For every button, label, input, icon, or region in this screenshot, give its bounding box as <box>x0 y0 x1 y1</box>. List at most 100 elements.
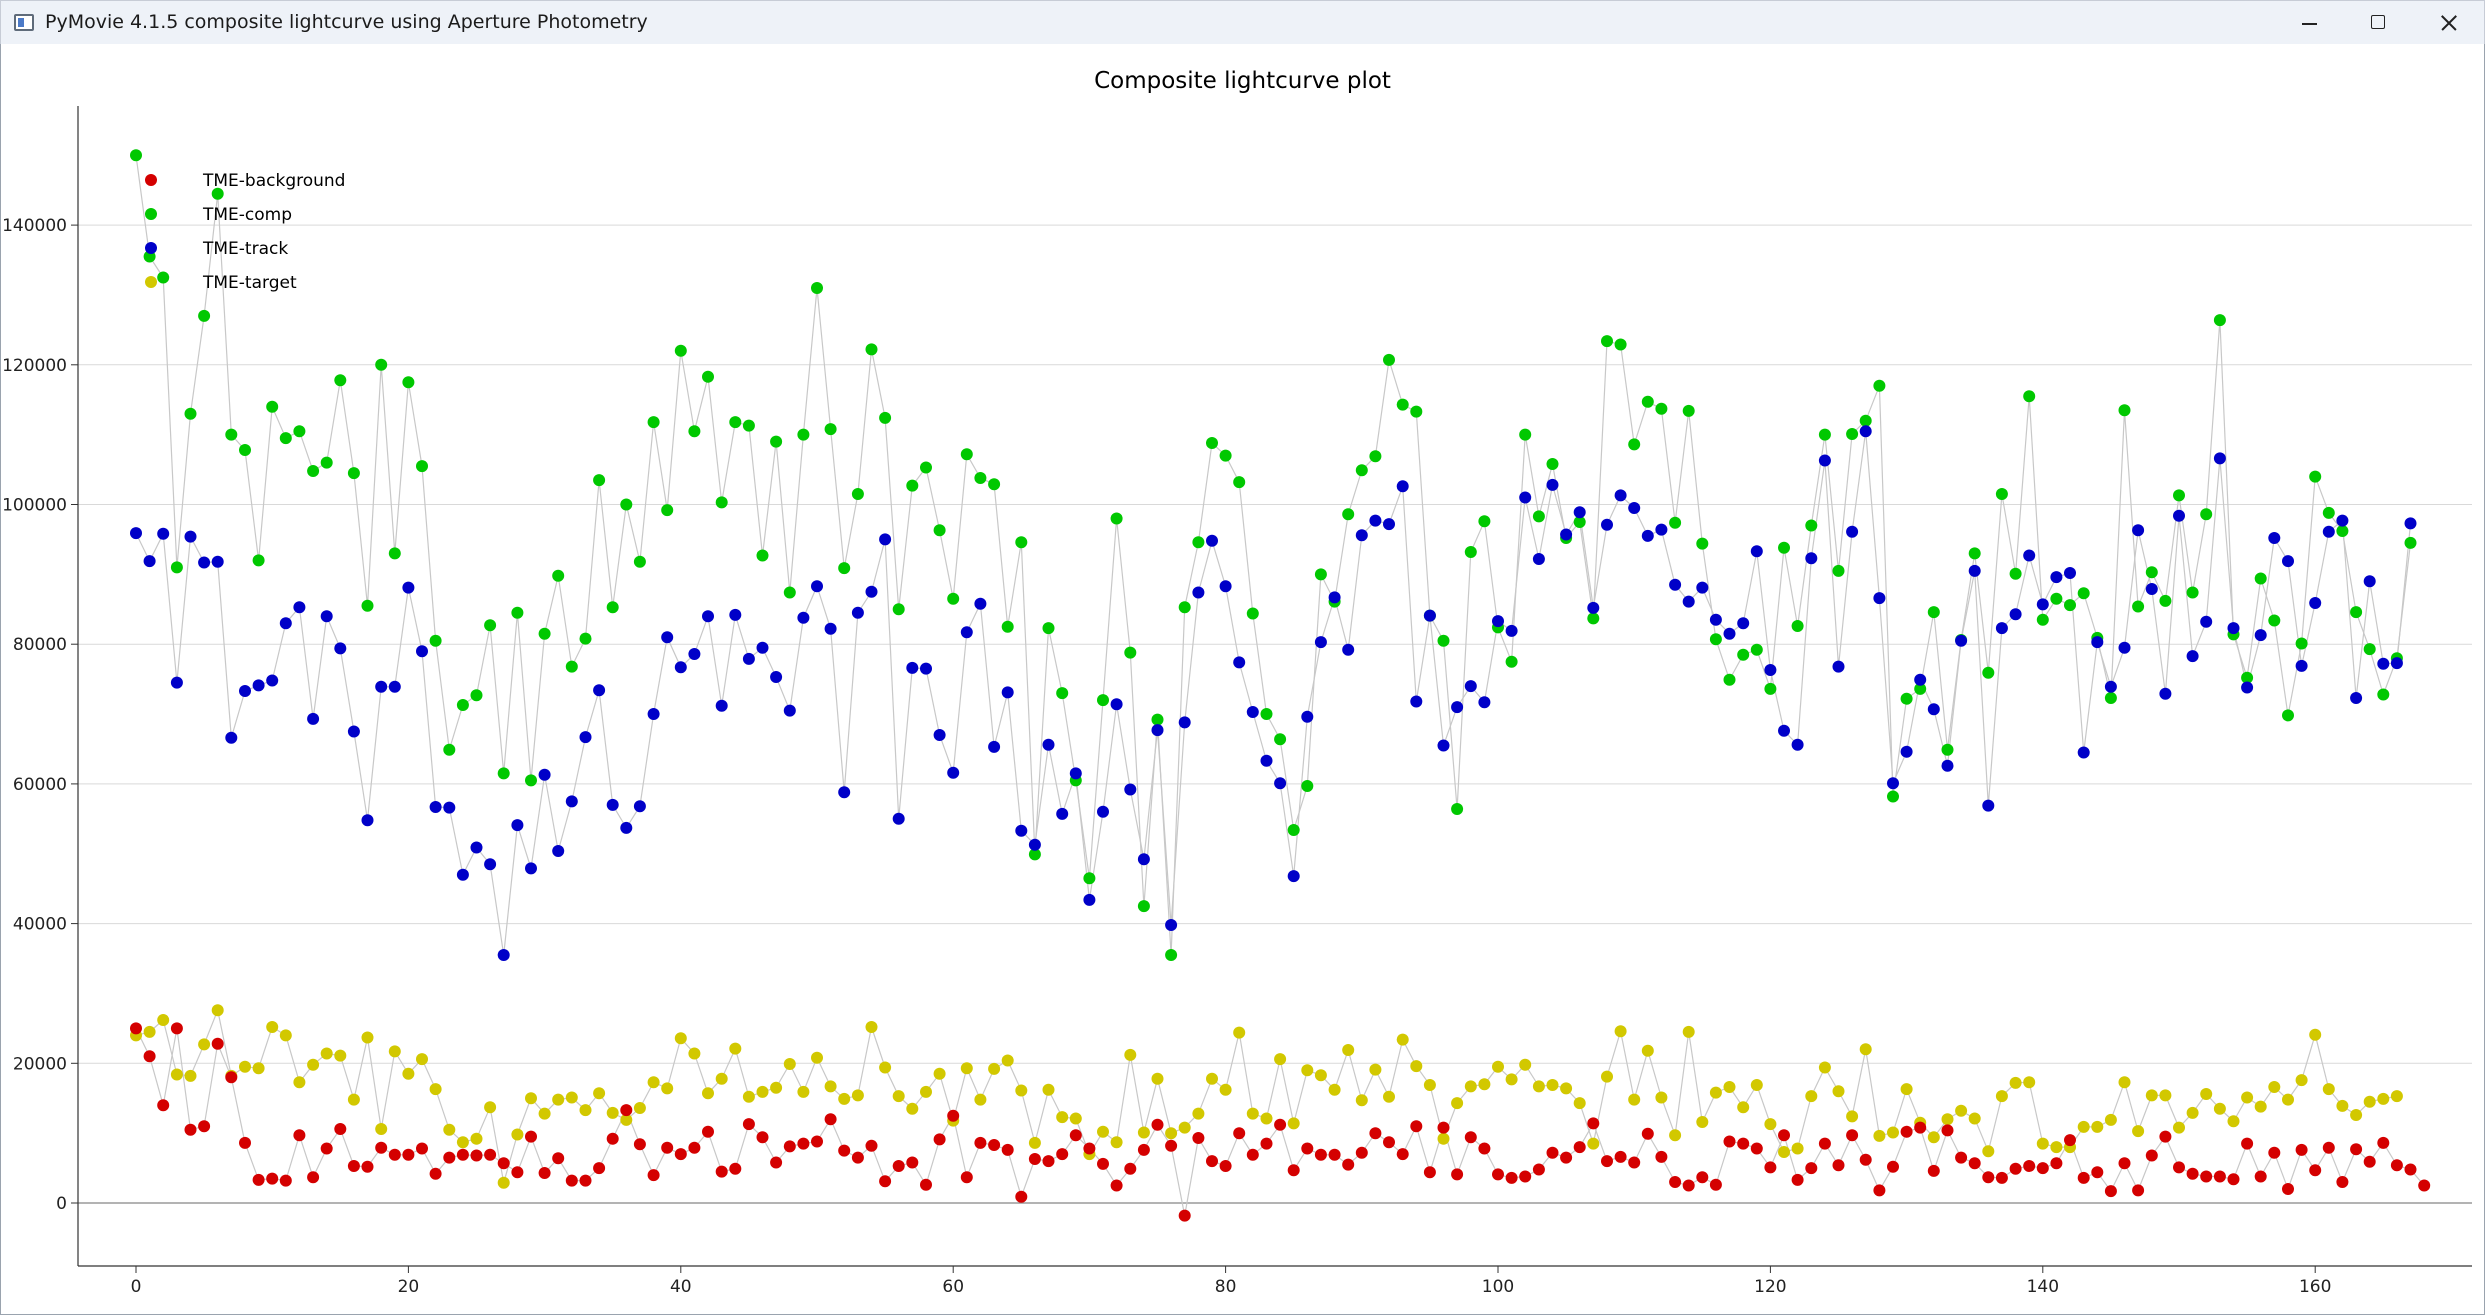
data-point-TME-background <box>279 1174 292 1187</box>
data-point-TME-comp <box>1097 694 1109 707</box>
data-point-TME-comp <box>674 344 687 357</box>
data-point-TME-track <box>783 704 796 717</box>
data-point-TME-background <box>320 1142 333 1155</box>
app-window-icon <box>14 14 34 31</box>
data-point-TME-track <box>824 622 837 635</box>
data-point-TME-background <box>2295 1143 2308 1156</box>
data-point-TME-track <box>1546 478 1559 491</box>
data-point-TME-target <box>593 1087 606 1100</box>
x-tick-label: 0 <box>131 1277 142 1297</box>
data-point-TME-comp <box>320 456 333 469</box>
data-point-TME-background <box>756 1131 769 1144</box>
data-point-TME-track <box>402 581 415 594</box>
data-point-TME-target <box>334 1049 347 1062</box>
data-point-TME-target <box>2322 1083 2335 1096</box>
data-point-TME-comp <box>1982 666 1995 679</box>
data-point-TME-background <box>1219 1160 1232 1172</box>
data-point-TME-target <box>2350 1109 2363 1121</box>
data-point-TME-comp <box>252 554 265 567</box>
data-point-TME-comp <box>1369 450 1382 463</box>
data-point-TME-comp <box>2322 506 2335 519</box>
data-point-TME-background <box>2091 1166 2104 1179</box>
data-point-TME-comp <box>170 561 183 574</box>
y-tick-label: 20000 <box>13 1054 67 1074</box>
data-point-TME-background <box>1573 1141 1586 1154</box>
data-point-TME-comp <box>1995 488 2008 500</box>
data-point-TME-target <box>1097 1125 1109 1138</box>
data-point-TME-background <box>2009 1162 2022 1175</box>
data-point-TME-target <box>1941 1113 1954 1126</box>
data-point-TME-background <box>1137 1143 1150 1156</box>
data-point-TME-target <box>2282 1093 2294 1106</box>
data-point-TME-track <box>1342 643 1355 656</box>
data-point-TME-track <box>647 708 660 720</box>
data-point-TME-track <box>1859 425 1872 438</box>
data-point-TME-background <box>1083 1142 1096 1155</box>
data-point-TME-comp <box>579 632 592 645</box>
data-point-TME-comp <box>1260 708 1273 720</box>
data-point-TME-background <box>1560 1151 1573 1164</box>
data-point-TME-comp <box>1641 395 1654 408</box>
data-point-TME-target <box>960 1062 973 1075</box>
data-point-TME-background <box>1859 1153 1872 1166</box>
data-point-TME-background <box>443 1151 456 1164</box>
data-point-TME-track <box>1028 838 1041 851</box>
data-point-TME-track <box>1097 805 1109 818</box>
data-point-TME-track <box>2404 517 2417 530</box>
data-point-TME-background <box>1383 1136 1395 1149</box>
data-point-TME-comp <box>906 479 919 492</box>
data-point-TME-track <box>1614 489 1627 502</box>
data-point-TME-background <box>538 1167 551 1179</box>
maximize-icon[interactable] <box>2343 1 2413 45</box>
data-point-TME-comp <box>334 374 347 387</box>
data-point-TME-background <box>1342 1158 1355 1171</box>
data-point-TME-track <box>1764 664 1777 676</box>
data-point-TME-comp <box>1287 824 1300 836</box>
data-point-TME-track <box>1165 919 1178 931</box>
data-point-TME-comp <box>2268 614 2281 627</box>
data-point-TME-comp <box>1165 949 1178 961</box>
data-point-TME-comp <box>1927 606 1940 619</box>
data-point-TME-track <box>1737 617 1750 630</box>
data-point-TME-comp <box>1410 405 1423 418</box>
data-point-TME-target <box>443 1123 456 1136</box>
data-point-TME-background <box>1165 1139 1178 1152</box>
data-point-TME-background <box>2350 1143 2363 1156</box>
data-point-TME-comp <box>606 601 619 614</box>
data-point-TME-track <box>2309 597 2322 609</box>
data-point-TME-track <box>1451 701 1464 714</box>
data-point-TME-track <box>307 712 320 725</box>
data-point-TME-track <box>606 798 619 811</box>
data-point-TME-track <box>1423 609 1436 622</box>
data-point-TME-comp <box>2186 586 2199 599</box>
data-point-TME-target <box>770 1081 783 1094</box>
data-point-TME-target <box>538 1107 551 1120</box>
data-point-TME-target <box>170 1068 183 1081</box>
data-point-TME-track <box>279 617 292 630</box>
data-point-TME-comp <box>838 562 851 575</box>
data-point-TME-target <box>1546 1079 1559 1091</box>
data-point-TME-target <box>416 1053 428 1066</box>
data-point-TME-comp <box>1723 673 1736 686</box>
data-point-TME-track <box>1410 695 1423 708</box>
x-tick-label: 60 <box>942 1277 964 1297</box>
data-point-TME-comp <box>1519 428 1532 441</box>
data-point-TME-target <box>552 1093 565 1106</box>
minimize-icon[interactable] <box>2273 1 2343 45</box>
data-point-TME-track <box>960 626 973 639</box>
data-point-TME-track <box>1900 745 1913 758</box>
data-point-TME-track <box>715 699 728 712</box>
data-point-TME-background <box>211 1037 224 1050</box>
data-point-TME-target <box>2336 1099 2349 1112</box>
data-point-TME-track <box>143 555 156 568</box>
data-point-TME-background <box>1900 1125 1913 1138</box>
data-point-TME-comp <box>2159 594 2172 607</box>
data-point-TME-track <box>1192 586 1205 599</box>
data-point-TME-target <box>375 1123 388 1135</box>
data-point-TME-comp <box>402 376 415 389</box>
data-point-TME-background <box>2404 1163 2417 1176</box>
data-point-TME-background <box>1233 1127 1246 1140</box>
data-point-TME-track <box>1274 777 1287 790</box>
data-point-TME-target <box>2118 1076 2131 1089</box>
